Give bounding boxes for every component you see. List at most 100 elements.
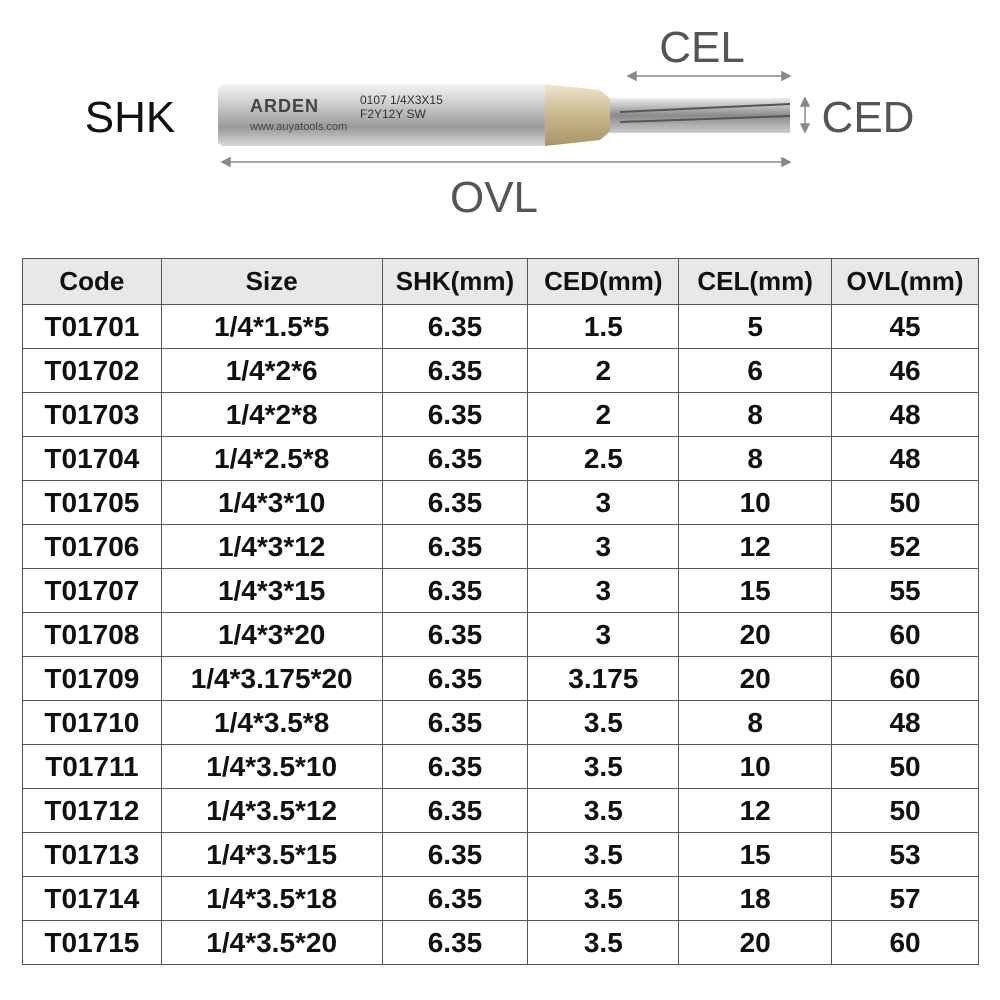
- table-cell: 1/4*3.5*18: [160, 876, 383, 921]
- table-cell: 1/4*3.5*8: [160, 700, 383, 745]
- table-cell: 18: [678, 876, 833, 921]
- table-cell: 1/4*2*8: [160, 392, 383, 437]
- table-cell: 6.35: [381, 348, 529, 393]
- table-cell: 6.35: [381, 788, 529, 833]
- table-cell: 8: [678, 436, 833, 481]
- table-cell: 48: [831, 700, 979, 745]
- table-cell: 1/4*3.5*12: [160, 788, 383, 833]
- table-cell: 3: [527, 480, 680, 525]
- brand: ARDEN: [250, 96, 319, 116]
- table-cell: 2: [527, 348, 680, 393]
- table-cell: 2.5: [527, 436, 680, 481]
- table-cell: 6.35: [381, 480, 529, 525]
- table-cell: 3.175: [527, 656, 680, 701]
- table-row: T01713 1/4*3.5*15 6.35 3.5 15 53: [22, 832, 979, 877]
- table-row: T01704 1/4*2.5*8 6.35 2.5 8 48: [22, 436, 979, 481]
- table-cell: 10: [678, 744, 833, 789]
- table-cell: T01709: [22, 656, 162, 701]
- ovl-label: OVL: [450, 173, 538, 222]
- header-cell: OVL(mm): [831, 258, 979, 305]
- header-cell: Size: [160, 258, 383, 305]
- table-cell: 1/4*3.175*20: [160, 656, 383, 701]
- table-cell: 12: [678, 524, 833, 569]
- flute-lines: [619, 103, 791, 123]
- table-cell: 1.5: [527, 304, 680, 349]
- table-cell: 6.35: [381, 612, 529, 657]
- table-cell: 3.5: [527, 700, 680, 745]
- header-row: Code Size SHK(mm) CED(mm) CEL(mm) OVL(mm): [22, 258, 979, 305]
- table-cell: 15: [678, 832, 833, 877]
- table-cell: 6.35: [381, 436, 529, 481]
- header-cell: CEL(mm): [678, 258, 833, 305]
- table-cell: T01703: [22, 392, 162, 437]
- table-cell: 1/4*3*12: [160, 524, 383, 569]
- table-cell: T01705: [22, 480, 162, 525]
- table-cell: 5: [678, 304, 833, 349]
- table-row: T01711 1/4*3.5*10 6.35 3.5 10 50: [22, 744, 979, 789]
- table-cell: 1/4*3.5*20: [160, 920, 383, 965]
- table-cell: 3: [527, 612, 680, 657]
- table-row: T01703 1/4*2*8 6.35 2 8 48: [22, 392, 979, 437]
- table-cell: 6: [678, 348, 833, 393]
- table-row: T01701 1/4*1.5*5 6.35 1.5 5 45: [22, 304, 979, 349]
- table-cell: T01710: [22, 700, 162, 745]
- bit-diagram: ARDEN 0107 1/4X3X15 F2Y12Y SW www.auyato…: [85, 23, 915, 222]
- table-cell: 55: [831, 568, 979, 613]
- table-cell: 6.35: [381, 392, 529, 437]
- table-cell: T01711: [22, 744, 162, 789]
- table-cell: 1/4*3.5*15: [160, 832, 383, 877]
- table-cell: T01707: [22, 568, 162, 613]
- shank: [218, 84, 548, 146]
- table-cell: 1/4*1.5*5: [160, 304, 383, 349]
- table-cell: 3.5: [527, 832, 680, 877]
- table-row: T01702 1/4*2*6 6.35 2 6 46: [22, 348, 979, 393]
- ced-label: CED: [822, 93, 915, 142]
- table-cell: 6.35: [381, 656, 529, 701]
- table-cell: T01712: [22, 788, 162, 833]
- table-cell: 12: [678, 788, 833, 833]
- table-row: T01706 1/4*3*12 6.35 3 12 52: [22, 524, 979, 569]
- table-cell: T01713: [22, 832, 162, 877]
- table-cell: 1/4*3.5*10: [160, 744, 383, 789]
- table-cell: 53: [831, 832, 979, 877]
- shk-label: SHK: [85, 93, 175, 142]
- table-cell: 50: [831, 480, 979, 525]
- flutes: [610, 98, 790, 133]
- cel-label: CEL: [659, 23, 745, 72]
- table-cell: 50: [831, 744, 979, 789]
- table-cell: 20: [678, 612, 833, 657]
- table-cell: 60: [831, 612, 979, 657]
- engraving: 0107 1/4X3X15: [360, 93, 443, 107]
- table-cell: 1/4*3*15: [160, 568, 383, 613]
- table-row: T01707 1/4*3*15 6.35 3 15 55: [22, 568, 979, 613]
- transition: [545, 84, 612, 146]
- table-cell: 6.35: [381, 568, 529, 613]
- website: www.auyatools.com: [249, 121, 347, 133]
- engraving: F2Y12Y SW: [360, 107, 426, 121]
- table-cell: 15: [678, 568, 833, 613]
- dimension-lines: [220, 70, 811, 168]
- table-cell: 6.35: [381, 744, 529, 789]
- table-cell: 3.5: [527, 744, 680, 789]
- table-row: T01708 1/4*3*20 6.35 3 20 60: [22, 612, 979, 657]
- table-cell: 10: [678, 480, 833, 525]
- table-cell: T01704: [22, 436, 162, 481]
- table-row: T01709 1/4*3.175*20 6.35 3.175 20 60: [22, 656, 979, 701]
- table-cell: 48: [831, 392, 979, 437]
- table-cell: 2: [527, 392, 680, 437]
- table-cell: T01708: [22, 612, 162, 657]
- table-row: T01712 1/4*3.5*12 6.35 3.5 12 50: [22, 788, 979, 833]
- table-cell: 6.35: [381, 920, 529, 965]
- table-cell: 3: [527, 568, 680, 613]
- table-row: T01715 1/4*3.5*20 6.35 3.5 20 60: [22, 920, 979, 965]
- table-cell: 6.35: [381, 304, 529, 349]
- table-cell: 1/4*3*10: [160, 480, 383, 525]
- header-cell: Code: [22, 258, 162, 305]
- table-cell: 6.35: [381, 524, 529, 569]
- table-cell: T01701: [22, 304, 162, 349]
- table-cell: 3.5: [527, 876, 680, 921]
- table-cell: 1/4*3*20: [160, 612, 383, 657]
- table-cell: 3.5: [527, 920, 680, 965]
- table-cell: 20: [678, 656, 833, 701]
